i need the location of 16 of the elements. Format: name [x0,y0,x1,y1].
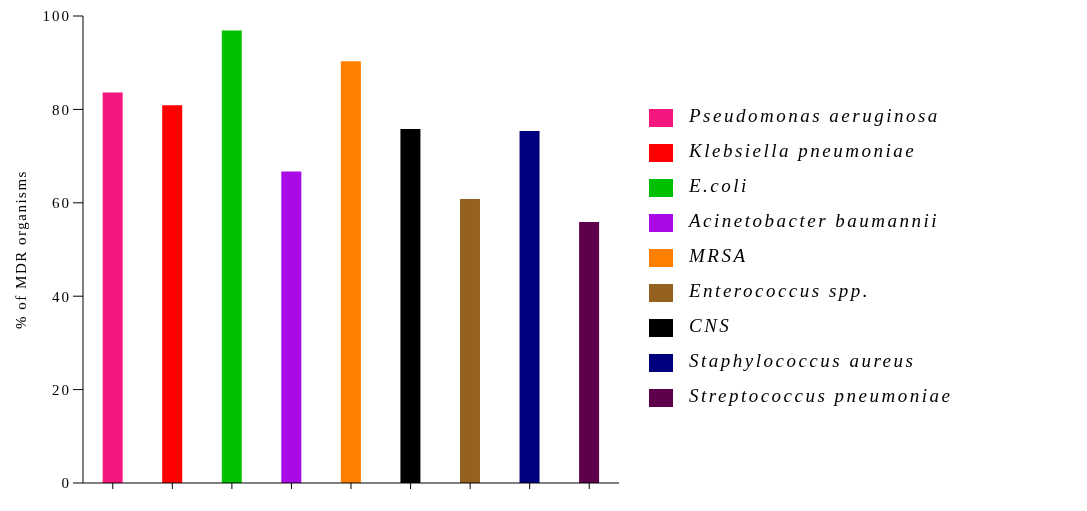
y-axis-title: % of MDR organisms [13,170,30,329]
legend-label: CNS [689,315,732,336]
legend-label: Acinetobacter baumannii [689,210,940,231]
y-tick-label: 0 [61,475,71,492]
y-tick-label: 20 [52,381,71,398]
y-tick-label: 100 [42,8,71,25]
y-tick-label: 80 [52,101,71,118]
y-tick-label: 60 [52,195,71,212]
legend-label: Streptococcus pneumoniae [689,385,953,406]
legend-label: Pseudomonas aeruginosa [689,105,940,126]
y-tick-label: 40 [52,288,71,305]
legend-label: E.coli [689,175,749,196]
legend-label: Enterococcus spp. [689,280,871,301]
legend-label: Klebsiella pneumoniae [689,140,917,161]
legend-label: MRSA [689,245,748,266]
legend-label: Staphylococcus aureus [689,350,916,371]
